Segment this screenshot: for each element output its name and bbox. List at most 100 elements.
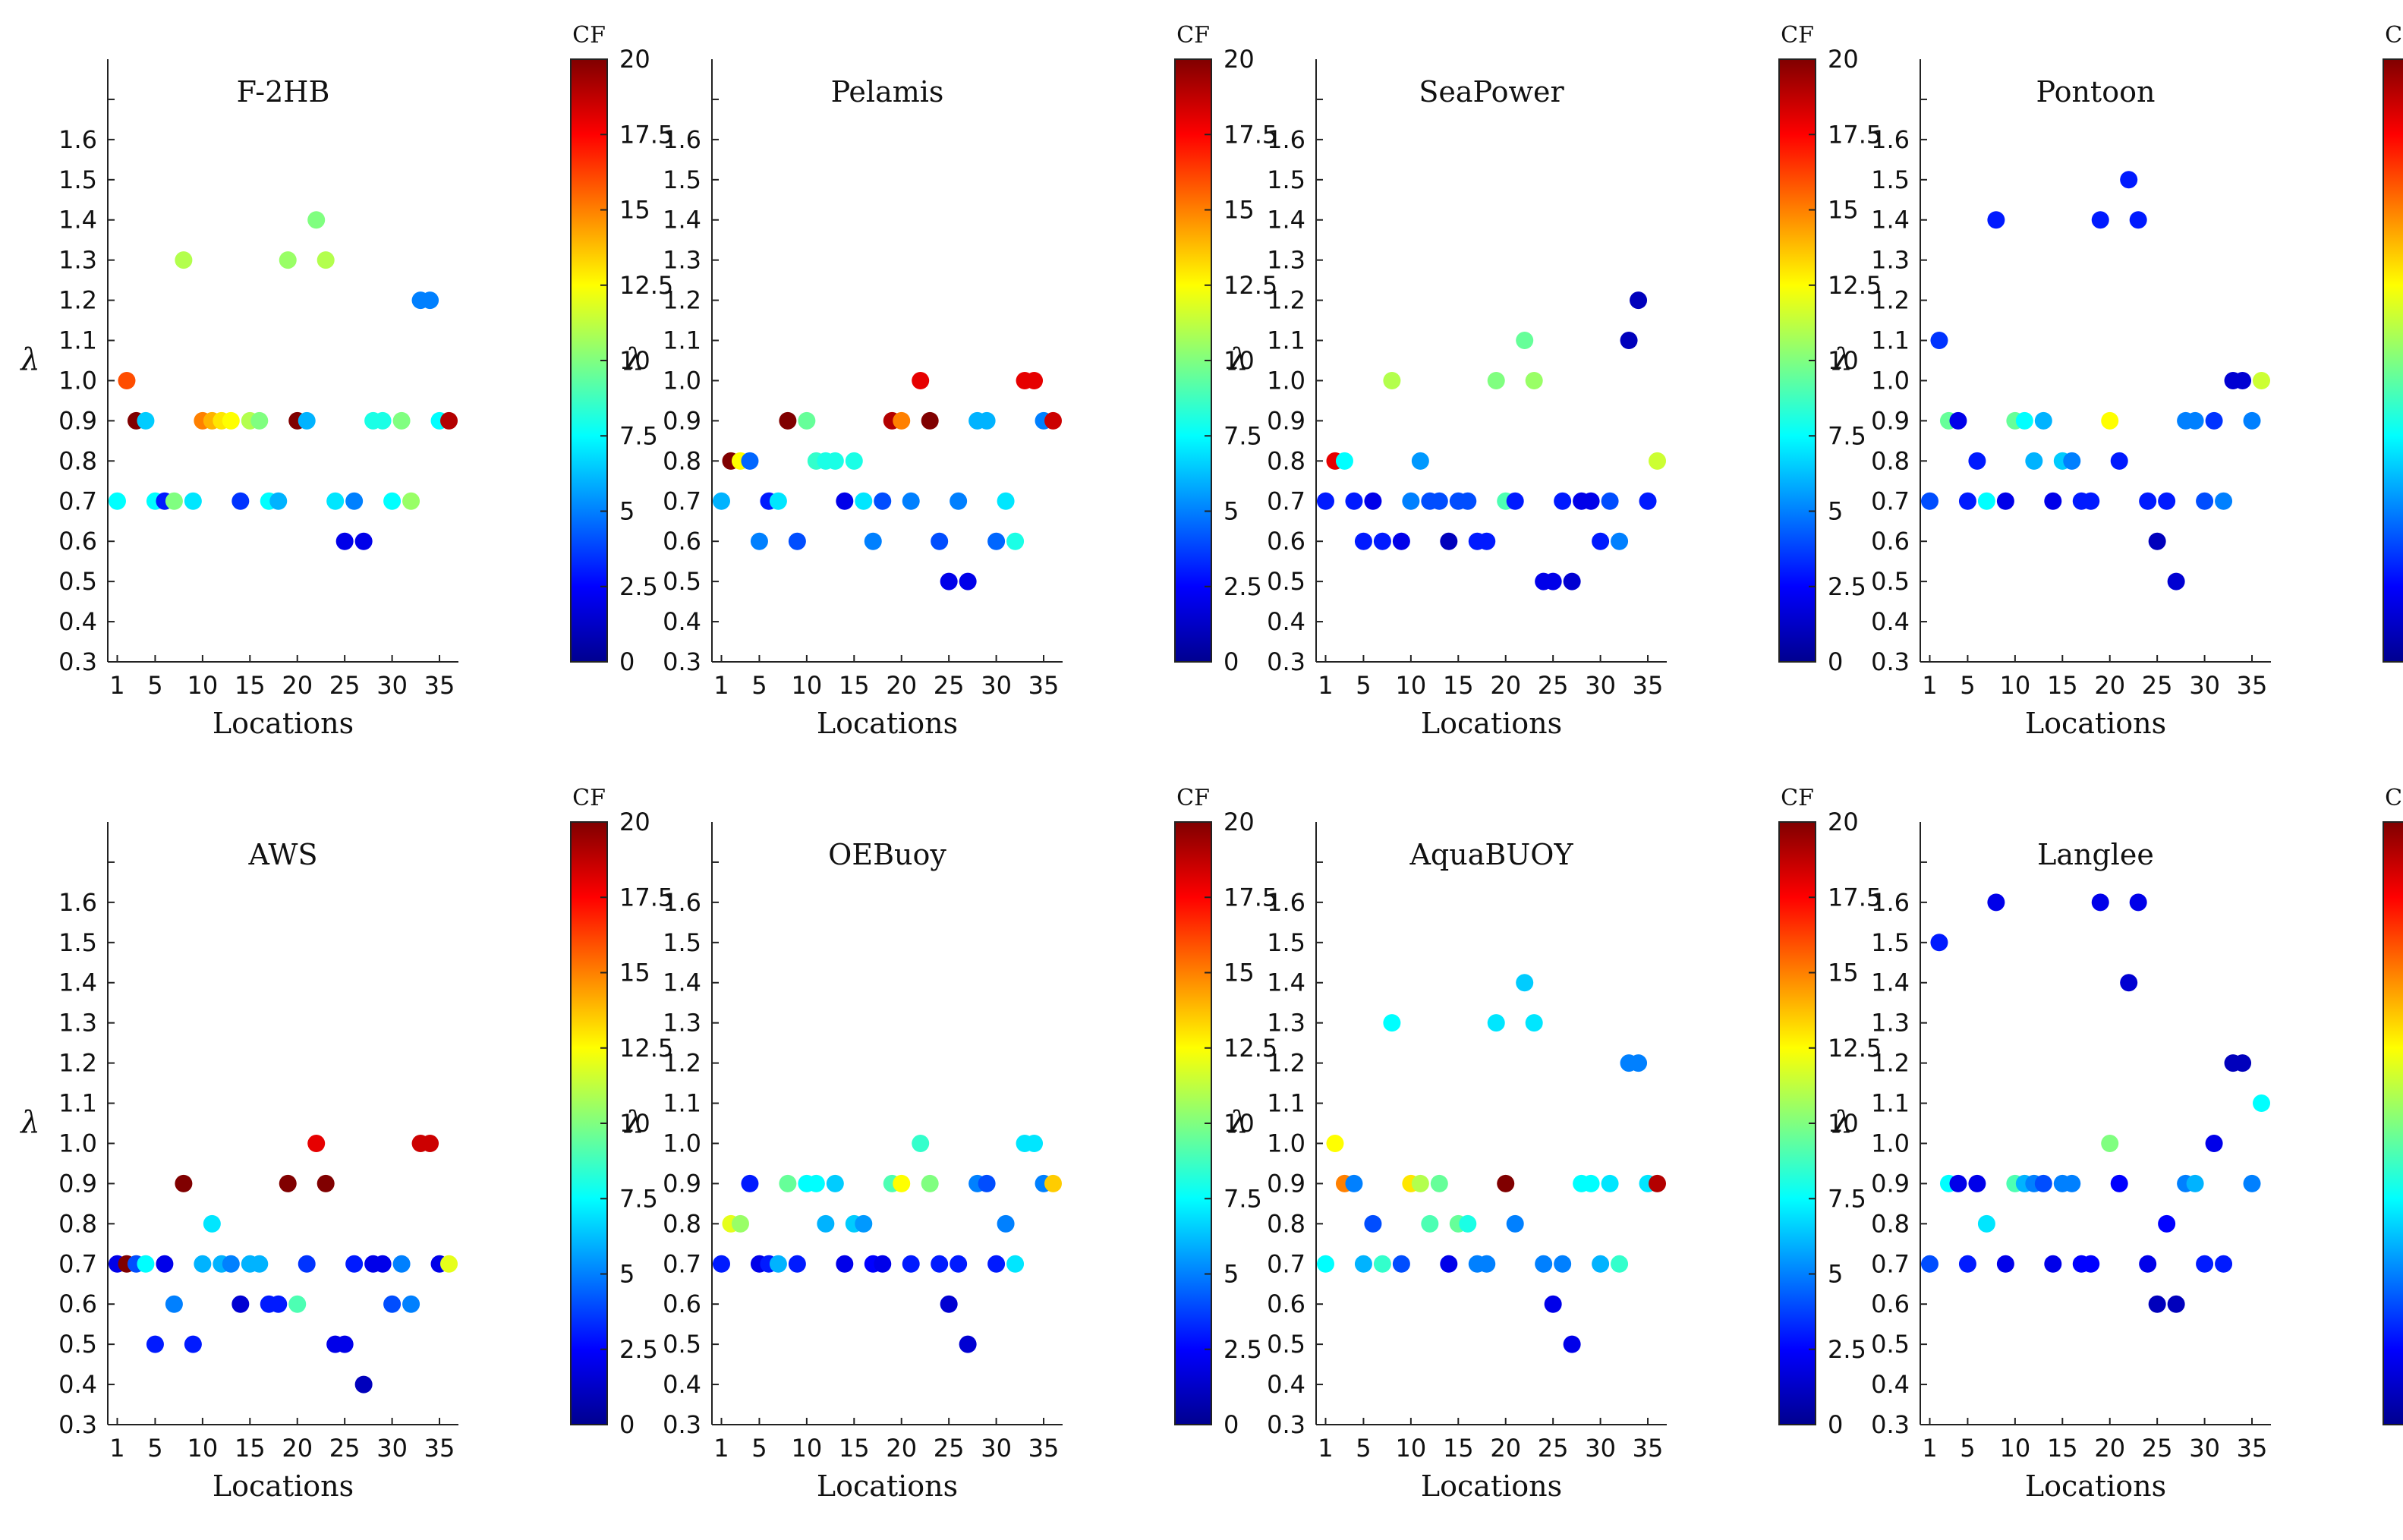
subplot-f-2hb: 0.3 0.4 0.5 0.6 0.7 0.8 0.9 1.0 1.1 1.2 1.3 1.4 1.5 1… xyxy=(19,22,673,740)
scatter-point xyxy=(826,1174,844,1192)
scatter-point xyxy=(231,492,250,510)
y-tick-label: 0.6 xyxy=(58,1290,97,1318)
scatter-point xyxy=(1478,532,1496,550)
colorbar-tick-label: 0 xyxy=(619,647,635,676)
colorbar-tick-label: 12.5 xyxy=(1828,1034,1882,1063)
y-tick-label: 0.6 xyxy=(58,527,97,556)
y-axis-label: λ xyxy=(1227,342,1248,377)
y-axis-label: λ xyxy=(623,1105,644,1140)
y-tick-label: 0.3 xyxy=(58,647,97,676)
scatter-point xyxy=(1582,1174,1600,1192)
y-tick-label: 1.6 xyxy=(1871,125,1910,154)
scatter-point xyxy=(1968,452,1986,470)
colorbar-tick-label: 2.5 xyxy=(1224,572,1262,601)
scatter-point xyxy=(269,1295,288,1313)
scatter-point xyxy=(222,1255,240,1273)
scatter-point xyxy=(1025,1134,1044,1152)
x-tick-label: 5 xyxy=(1960,1434,1975,1463)
y-tick-label: 0.8 xyxy=(1267,1209,1305,1238)
scatter-point xyxy=(335,1335,354,1353)
scatter-point xyxy=(1430,1174,1448,1192)
scatter-point xyxy=(1364,1214,1382,1233)
scatter-point xyxy=(165,492,183,510)
colorbar-tick-label: 12.5 xyxy=(1224,271,1277,300)
x-tick-label: 5 xyxy=(1960,671,1975,700)
y-tick-label: 0.3 xyxy=(663,647,701,676)
scatter-point xyxy=(788,1255,806,1273)
scatter-point xyxy=(307,211,326,229)
scatter-point xyxy=(1968,1174,1986,1192)
colorbar-tick-label: 0 xyxy=(1828,647,1843,676)
y-tick-label: 1.6 xyxy=(663,888,701,917)
x-tick-label: 1 xyxy=(1318,671,1333,700)
y-tick-label: 1.6 xyxy=(1267,125,1305,154)
x-tick-label: 35 xyxy=(424,671,455,700)
scatter-point xyxy=(712,1255,730,1273)
scatter-point xyxy=(2234,1054,2252,1072)
x-tick-label: 35 xyxy=(1028,1434,1060,1463)
scatter-point xyxy=(826,452,844,470)
scatter-point xyxy=(769,492,787,510)
y-tick-label: 0.4 xyxy=(1267,1370,1305,1399)
scatter-point xyxy=(345,492,364,510)
y-tick-label: 1.1 xyxy=(1267,326,1305,355)
scatter-point xyxy=(1506,492,1524,510)
scatter-point xyxy=(950,1255,968,1273)
y-tick-label: 1.3 xyxy=(1871,1009,1910,1038)
x-tick-label: 10 xyxy=(792,1434,823,1463)
scatter-point xyxy=(1582,492,1600,510)
y-tick-label: 1.1 xyxy=(663,326,701,355)
y-tick-label: 0.3 xyxy=(1267,647,1305,676)
colorbar-tick-label: 2.5 xyxy=(1224,1335,1262,1364)
colorbar-tick-label: 10 xyxy=(619,1109,650,1138)
scatter-point xyxy=(1649,452,1667,470)
x-tick-label: 30 xyxy=(981,1434,1012,1463)
scatter-point xyxy=(1516,974,1534,992)
scatter-point xyxy=(1958,492,1976,510)
x-axis-label: Locations xyxy=(2025,707,2166,740)
y-tick-label: 0.6 xyxy=(1871,1290,1910,1318)
x-tick-label: 20 xyxy=(886,1434,917,1463)
scatter-point xyxy=(1516,332,1534,350)
scatter-point xyxy=(921,1174,939,1192)
x-tick-label: 35 xyxy=(2237,671,2268,700)
scatter-point xyxy=(855,1214,873,1233)
y-tick-label: 1.5 xyxy=(1267,928,1305,957)
scatter-point xyxy=(1345,492,1363,510)
y-tick-label: 1.2 xyxy=(58,286,97,315)
y-tick-label: 1.0 xyxy=(663,1129,701,1157)
y-tick-label: 1.0 xyxy=(1871,1129,1910,1157)
subplot-langlee: 0.3 0.4 0.5 0.6 0.7 0.8 0.9 1.0 1.1 1.2 1.3 1.4 1.5 1… xyxy=(1831,785,2403,1503)
y-tick-label: 0.7 xyxy=(58,1249,97,1278)
scatter-point xyxy=(279,251,297,269)
y-tick-label: 1.3 xyxy=(663,246,701,275)
scatter-point xyxy=(2120,171,2138,189)
scatter-point xyxy=(2129,893,2147,912)
y-tick-label: 1.0 xyxy=(1871,366,1910,395)
scatter-point xyxy=(2243,1174,2261,1192)
scatter-point xyxy=(1006,532,1025,550)
scatter-point xyxy=(250,1255,269,1273)
scatter-point xyxy=(2044,1255,2062,1273)
scatter-point xyxy=(1592,532,1610,550)
x-tick-label: 15 xyxy=(235,671,266,700)
scatter-point xyxy=(1930,934,1948,952)
y-tick-label: 1.3 xyxy=(1871,246,1910,275)
y-tick-label: 1.4 xyxy=(663,968,701,997)
y-tick-label: 1.0 xyxy=(58,1129,97,1157)
x-axis-label: Locations xyxy=(2025,1469,2166,1503)
scatter-point xyxy=(817,1214,835,1233)
x-tick-label: 35 xyxy=(424,1434,455,1463)
scatter-point xyxy=(2158,1214,2176,1233)
y-tick-label: 0.4 xyxy=(58,607,97,636)
colorbar-label: CF xyxy=(1781,22,1814,49)
y-tick-label: 0.7 xyxy=(1267,487,1305,515)
x-tick-label: 10 xyxy=(792,671,823,700)
colorbar-label: CF xyxy=(572,22,606,49)
scatter-point xyxy=(373,411,392,430)
colorbar-tick-label: 7.5 xyxy=(1224,1184,1262,1213)
y-tick-label: 1.2 xyxy=(58,1049,97,1078)
scatter-point xyxy=(1592,1255,1610,1273)
scatter-point xyxy=(2215,492,2233,510)
x-tick-label: 1 xyxy=(1922,1434,1937,1463)
